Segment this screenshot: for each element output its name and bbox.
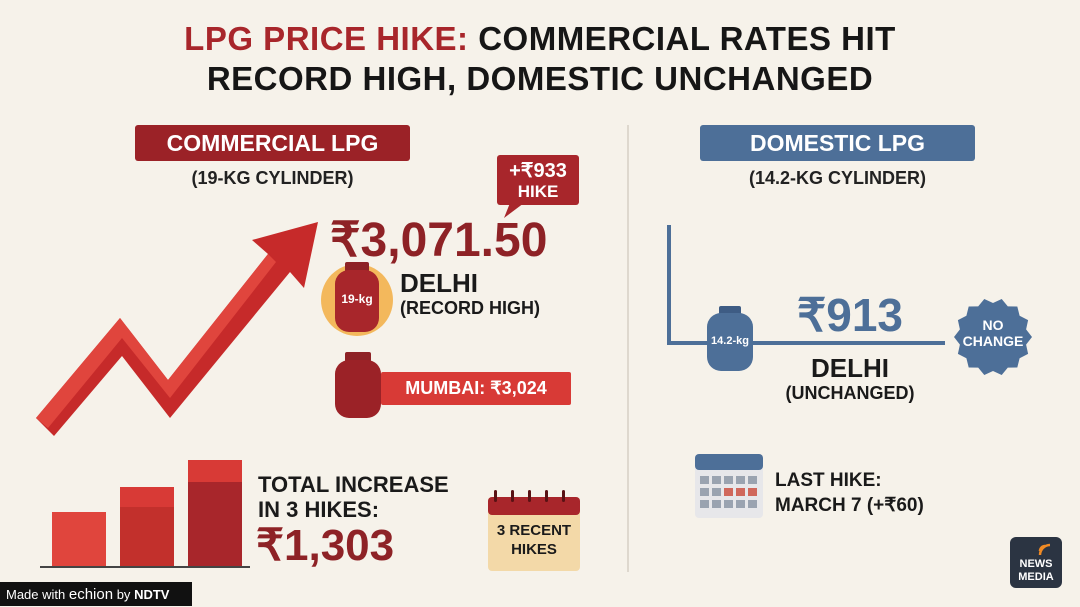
last-hike: MARCH 7 (+₹60) [775,495,924,516]
calendar-ring [511,490,514,502]
calendar-cell [736,500,745,508]
footer-text: by [116,587,131,602]
title-text: COMMERCIAL RATES HIT [478,20,896,57]
flat-line [667,225,945,345]
footer-partner: NDTV [134,587,170,602]
badge-text: NO [982,317,1004,333]
total-amount: ₹1,303 [256,521,395,570]
calendar-ring [528,490,531,502]
calendar-cell [736,488,745,496]
cylinder-valve [345,262,369,272]
calendar-ring [562,490,565,502]
calendar-cell [712,488,721,496]
cylinder-valve [345,352,371,362]
cylinder-label: 19-kg [341,292,373,306]
cylinder-label: 14.2-kg [711,335,749,347]
calendar-header [488,497,580,515]
badge-tail [504,203,524,218]
cylinder [707,313,753,371]
title-line-1: LPG PRICE HIKE: COMMERCIAL RATES HIT [0,20,1080,58]
calendar-cell [700,500,709,508]
calendar [488,497,580,571]
cylinder [335,360,381,418]
footer-brand: echion [68,586,114,603]
calendar-cell [700,476,709,484]
total-label: TOTAL INCREASE [258,472,449,497]
calendar-cell [712,500,721,508]
calendar-cell [748,500,757,508]
calendar-ring [494,490,497,502]
decor-bar [52,512,106,567]
calendar-cell [700,488,709,496]
mumbai-banner [381,372,571,405]
title-highlight: LPG PRICE HIKE: [184,20,469,57]
logo-signal [1038,543,1051,556]
domestic-price: ₹913 [796,289,903,341]
calendar-grid [700,476,757,508]
commercial-price: ₹3,071.50 [330,214,548,267]
city-note: (RECORD HIGH) [400,298,540,318]
hike-badge [497,155,579,205]
hike-word: HIKE [517,182,559,201]
logo-text: MEDIA [1018,571,1054,583]
cylinder [335,270,379,332]
arrow-highlight [36,254,276,428]
logo-text: NEWS [1019,558,1053,570]
section-label: DOMESTIC LPG [700,125,975,161]
calendar-text: 3 RECENT [496,522,572,539]
calendar-cell [712,476,721,484]
calendar-cell [724,488,733,496]
calendar-cell [724,500,733,508]
title-line-2: RECORD HIGH, DOMESTIC UNCHANGED [206,60,874,97]
decor-bar-top [120,487,174,507]
calendar-ring [545,490,548,502]
footer-text: Made with [6,587,66,602]
section-subtitle: (14.2-KG CYLINDER) [748,168,927,188]
total-label: IN 3 HIKES: [258,497,380,522]
logo-box [1010,537,1062,588]
calendar-cell [748,476,757,484]
city: DELHI [400,268,478,298]
hike-amount: +₹933 [509,160,567,182]
badge-text: CHANGE [962,333,1024,349]
city-note: (UNCHANGED) [785,383,915,403]
footer-credit: Made with echion by NDTV [6,586,169,603]
city: DELHI [811,353,889,383]
cylinder-valve [719,306,741,315]
section-subtitle: (19-KG CYLINDER) [191,168,354,188]
section-label: COMMERCIAL LPG [135,125,410,161]
calendar-cell [736,476,745,484]
last-hike: LAST HIKE: [775,470,882,491]
calendar-text: HIKES [511,541,557,558]
calendar-cell [748,488,757,496]
decor-bar-top [188,460,242,482]
no-change-badge [954,299,1032,375]
rising-arrow [36,222,318,436]
footer-bar [0,582,192,606]
mumbai-price: MUMBAI: ₹3,024 [405,378,547,398]
calendar-cell [724,476,733,484]
calendar-header [695,454,763,470]
